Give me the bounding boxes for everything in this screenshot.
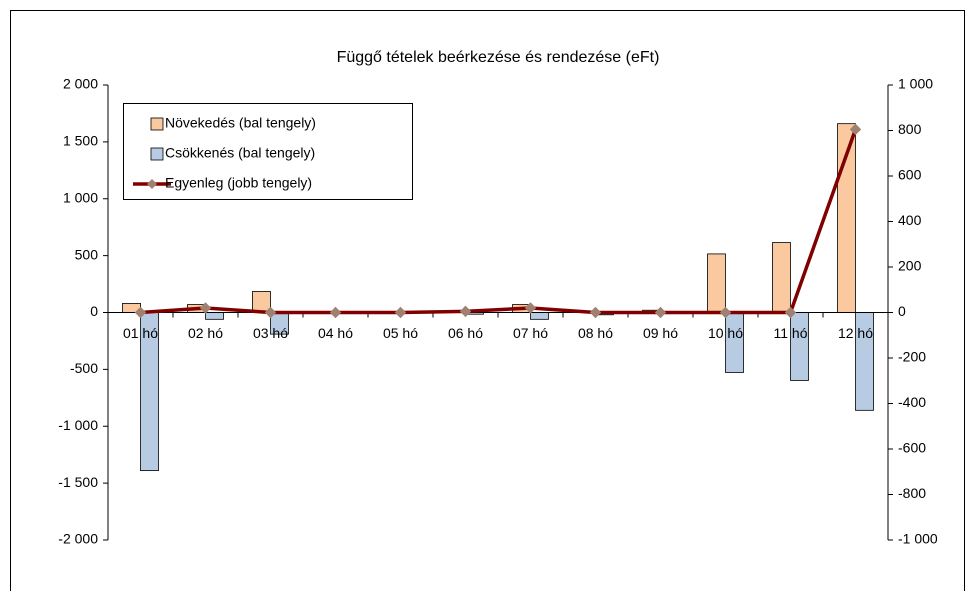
x-tick-label: 07 hó (513, 325, 548, 341)
chart-frame (10, 10, 965, 596)
y2-tick-label: 400 (898, 212, 922, 228)
line-marker (849, 123, 862, 136)
y2-tick-label: -1 000 (898, 531, 938, 547)
y-tick-label: 500 (75, 246, 99, 262)
y2-tick-label: -800 (898, 485, 926, 501)
line-marker (134, 306, 147, 319)
y2-tick-label: -200 (898, 349, 926, 365)
legend-label: Egyenleg (jobb tengely) (165, 175, 312, 191)
x-tick-label: 04 hó (318, 325, 353, 341)
y2-tick-label: 0 (898, 303, 906, 319)
x-tick-label: 11 hó (774, 325, 808, 341)
bar (530, 312, 549, 320)
y-tick-label: -1 500 (58, 474, 98, 490)
y-tick-label: -1 000 (58, 417, 98, 433)
line-marker (654, 306, 667, 319)
x-tick-label: 09 hó (643, 325, 678, 341)
x-tick-label: 03 hó (253, 325, 288, 341)
bar (725, 312, 744, 373)
line-marker (329, 306, 342, 319)
x-tick-label: 05 hó (383, 325, 418, 341)
y-tick-label: 0 (90, 303, 98, 319)
line-marker (199, 302, 212, 314)
y-tick-label: -500 (70, 360, 98, 376)
x-tick-label: 08 hó (578, 325, 613, 341)
bar (252, 291, 271, 313)
y-tick-label: 1 000 (63, 189, 98, 205)
legend-swatch (150, 147, 164, 161)
bar (772, 242, 791, 313)
y2-tick-label: -600 (898, 440, 926, 456)
legend (123, 103, 413, 200)
x-tick-label: 06 hó (448, 325, 483, 341)
y2-tick-label: 200 (898, 258, 922, 274)
bar (790, 312, 809, 381)
line-marker (459, 305, 472, 318)
y-tick-label: -2 000 (58, 531, 98, 547)
y2-tick-label: 800 (898, 121, 922, 137)
line-marker (524, 302, 537, 314)
y2-tick-label: 1 000 (898, 76, 933, 92)
y-tick-label: 2 000 (63, 76, 98, 92)
legend-marker (147, 179, 157, 189)
x-tick-label: 02 hó (188, 325, 223, 341)
legend-label: Csökkenés (bal tengely) (165, 145, 315, 161)
x-tick-label: 12 hó (838, 325, 873, 341)
line-marker (719, 306, 732, 319)
bar (205, 312, 224, 320)
y-tick-label: 1 500 (63, 133, 98, 149)
x-tick-label: 10 hó (708, 325, 743, 341)
line-marker (264, 306, 277, 319)
line-marker (589, 306, 602, 319)
line (140, 128, 858, 315)
x-tick-label: 01 hó (123, 325, 158, 341)
legend-label: Növekedés (bal tengely) (165, 115, 316, 131)
y2-tick-label: 600 (898, 167, 922, 183)
bar (707, 253, 726, 313)
chart-title: Függő tételek beérkezése és rendezése (e… (337, 49, 660, 66)
line-marker (784, 306, 797, 319)
y2-tick-label: -400 (898, 394, 926, 410)
line-marker (394, 306, 407, 319)
legend-swatch (150, 117, 164, 131)
